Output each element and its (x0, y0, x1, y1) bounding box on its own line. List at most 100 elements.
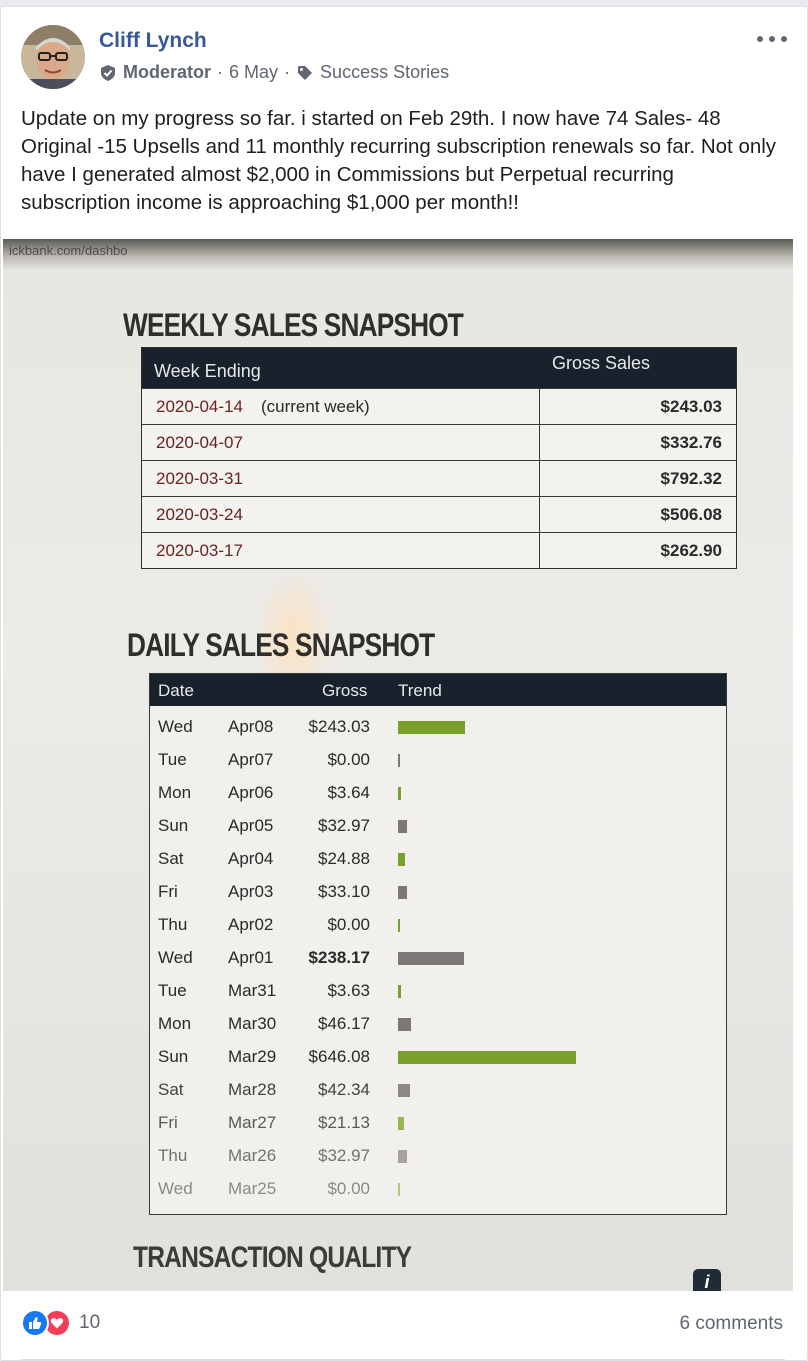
like-icon (21, 1309, 49, 1337)
week-date: 2020-03-17 (156, 540, 243, 560)
gross-cell: $32.97 (318, 1146, 370, 1165)
day-cell: Wed (158, 717, 193, 736)
trend-bar (398, 1183, 400, 1196)
date-cell: Apr03 (228, 882, 274, 901)
week-ending-cell: 2020-04-14 (current week) (142, 389, 540, 424)
day-cell: Sat (158, 1080, 184, 1099)
col-trend: Trend (398, 681, 442, 700)
tag-icon (298, 65, 313, 80)
daily-row: Fri Apr03 $33.10 (150, 875, 726, 908)
day-cell: Tue (158, 981, 187, 1000)
daily-row: Tue Mar31 $3.63 (150, 974, 726, 1007)
trend-bar (398, 886, 407, 899)
comments-link[interactable]: 6 comments (679, 1313, 783, 1334)
day-cell: Sat (158, 849, 184, 868)
post-text: Update on my progress so far. i started … (21, 107, 777, 214)
weekly-row: 2020-03-24 $506.08 (142, 496, 736, 532)
daily-row: Mon Mar30 $46.17 (150, 1007, 726, 1040)
weekly-row: 2020-04-07 $332.76 (142, 424, 736, 460)
gross-cell: $46.17 (318, 1014, 370, 1033)
daily-title: DAILY SALES SNAPSHOT (127, 627, 435, 663)
date-cell: Apr07 (228, 750, 274, 769)
week-ending-cell: 2020-03-17 (142, 533, 540, 568)
gross-sales-cell: $506.08 (660, 504, 722, 524)
weekly-row: 2020-03-17 $262.90 (142, 532, 736, 568)
gross-cell: $238.17 (308, 948, 370, 967)
reactions-summary[interactable]: 10 (21, 1309, 100, 1337)
date-cell: Mar26 (228, 1146, 277, 1165)
daily-table: Date Gross Trend Wed Apr08 $243.03 Tue Apr07… (149, 673, 727, 1215)
week-ending-cell: 2020-03-24 (142, 497, 540, 532)
date-cell: Apr08 (228, 717, 274, 736)
post-date[interactable]: 6 May (229, 62, 279, 82)
week-date: 2020-04-07 (156, 432, 243, 452)
trend-bar (398, 1117, 404, 1130)
daily-row: Wed Mar25 $0.00 (150, 1172, 726, 1205)
date-cell: Apr05 (228, 816, 274, 835)
date-cell: Mar27 (228, 1113, 277, 1132)
date-cell: Apr01 (228, 948, 274, 967)
daily-row: Wed Apr08 $243.03 (150, 710, 726, 743)
daily-row: Thu Mar26 $32.97 (150, 1139, 726, 1172)
divider (21, 1359, 785, 1360)
gross-sales-cell: $792.32 (660, 468, 722, 488)
more-options-icon[interactable] (757, 31, 787, 47)
trend-bar (398, 1018, 411, 1031)
gross-cell: $33.10 (318, 882, 370, 901)
gross-cell: $32.97 (318, 816, 370, 835)
day-cell: Wed (158, 948, 193, 967)
daily-row: Tue Apr07 $0.00 (150, 743, 726, 776)
trend-bar (398, 721, 465, 734)
post-photo[interactable]: ickbank.com/dashbo WEEKLY SALES SNAPSHOT… (3, 239, 793, 1291)
week-ending-cell: 2020-03-31 (142, 461, 540, 496)
reaction-count: 10 (79, 1312, 101, 1333)
daily-row: Mon Apr06 $3.64 (150, 776, 726, 809)
trend-bar (398, 1150, 407, 1163)
trend-bar (398, 787, 401, 800)
date-cell: Mar31 (228, 981, 277, 1000)
gross-sales-cell: $332.76 (660, 432, 722, 452)
date-cell: Mar29 (228, 1047, 277, 1066)
col-week-ending: Week Ending (154, 361, 261, 381)
shield-check-icon (101, 64, 115, 81)
trend-bar (398, 754, 400, 767)
weekly-row: 2020-04-14 (current week) $243.03 (142, 388, 736, 424)
gross-cell: $3.64 (327, 783, 370, 802)
author-name[interactable]: Cliff Lynch (99, 29, 207, 52)
gross-cell: $42.34 (318, 1080, 370, 1099)
post-card: Cliff Lynch Moderator · 6 May · Success … (0, 6, 808, 1361)
weekly-row: 2020-03-31 $792.32 (142, 460, 736, 496)
daily-row: Sun Mar29 $646.08 (150, 1040, 726, 1073)
col-gross-sales: Gross Sales (552, 353, 651, 373)
daily-row: Sat Mar28 $42.34 (150, 1073, 726, 1106)
gross-sales-cell: $262.90 (660, 540, 722, 560)
trend-bar (398, 952, 464, 965)
day-cell: Mon (158, 1014, 192, 1033)
date-cell: Mar30 (228, 1014, 277, 1033)
topic-link[interactable]: Success Stories (320, 62, 450, 82)
date-cell: Apr04 (228, 849, 274, 868)
date-cell: Apr02 (228, 915, 274, 934)
weekly-table: Week Ending Gross Sales 2020-04-14 (curre… (141, 347, 737, 569)
week-note: (current week) (260, 396, 370, 416)
date-cell: Apr06 (228, 783, 274, 802)
week-date: 2020-03-31 (156, 468, 243, 488)
gross-sales-cell: $243.03 (660, 396, 722, 416)
week-ending-cell: 2020-04-07 (142, 425, 540, 460)
meta-separator: · (284, 62, 291, 82)
url-fragment: ickbank.com/dashbo (9, 243, 128, 258)
trend-bar (398, 985, 401, 998)
col-date: Date (158, 681, 194, 700)
meta-separator: · (217, 62, 224, 82)
day-cell: Mon (158, 783, 192, 802)
trend-bar (398, 1084, 410, 1097)
daily-row: Wed Apr01 $238.17 (150, 941, 726, 974)
browser-bar: ickbank.com/dashbo (3, 239, 793, 269)
gross-cell: $0.00 (327, 915, 370, 934)
day-cell: Fri (158, 882, 178, 901)
col-gross: Gross (322, 681, 368, 700)
trend-bar (398, 919, 400, 932)
daily-row: Sun Apr05 $32.97 (150, 809, 726, 842)
avatar[interactable] (21, 25, 85, 89)
day-cell: Sun (158, 816, 189, 835)
